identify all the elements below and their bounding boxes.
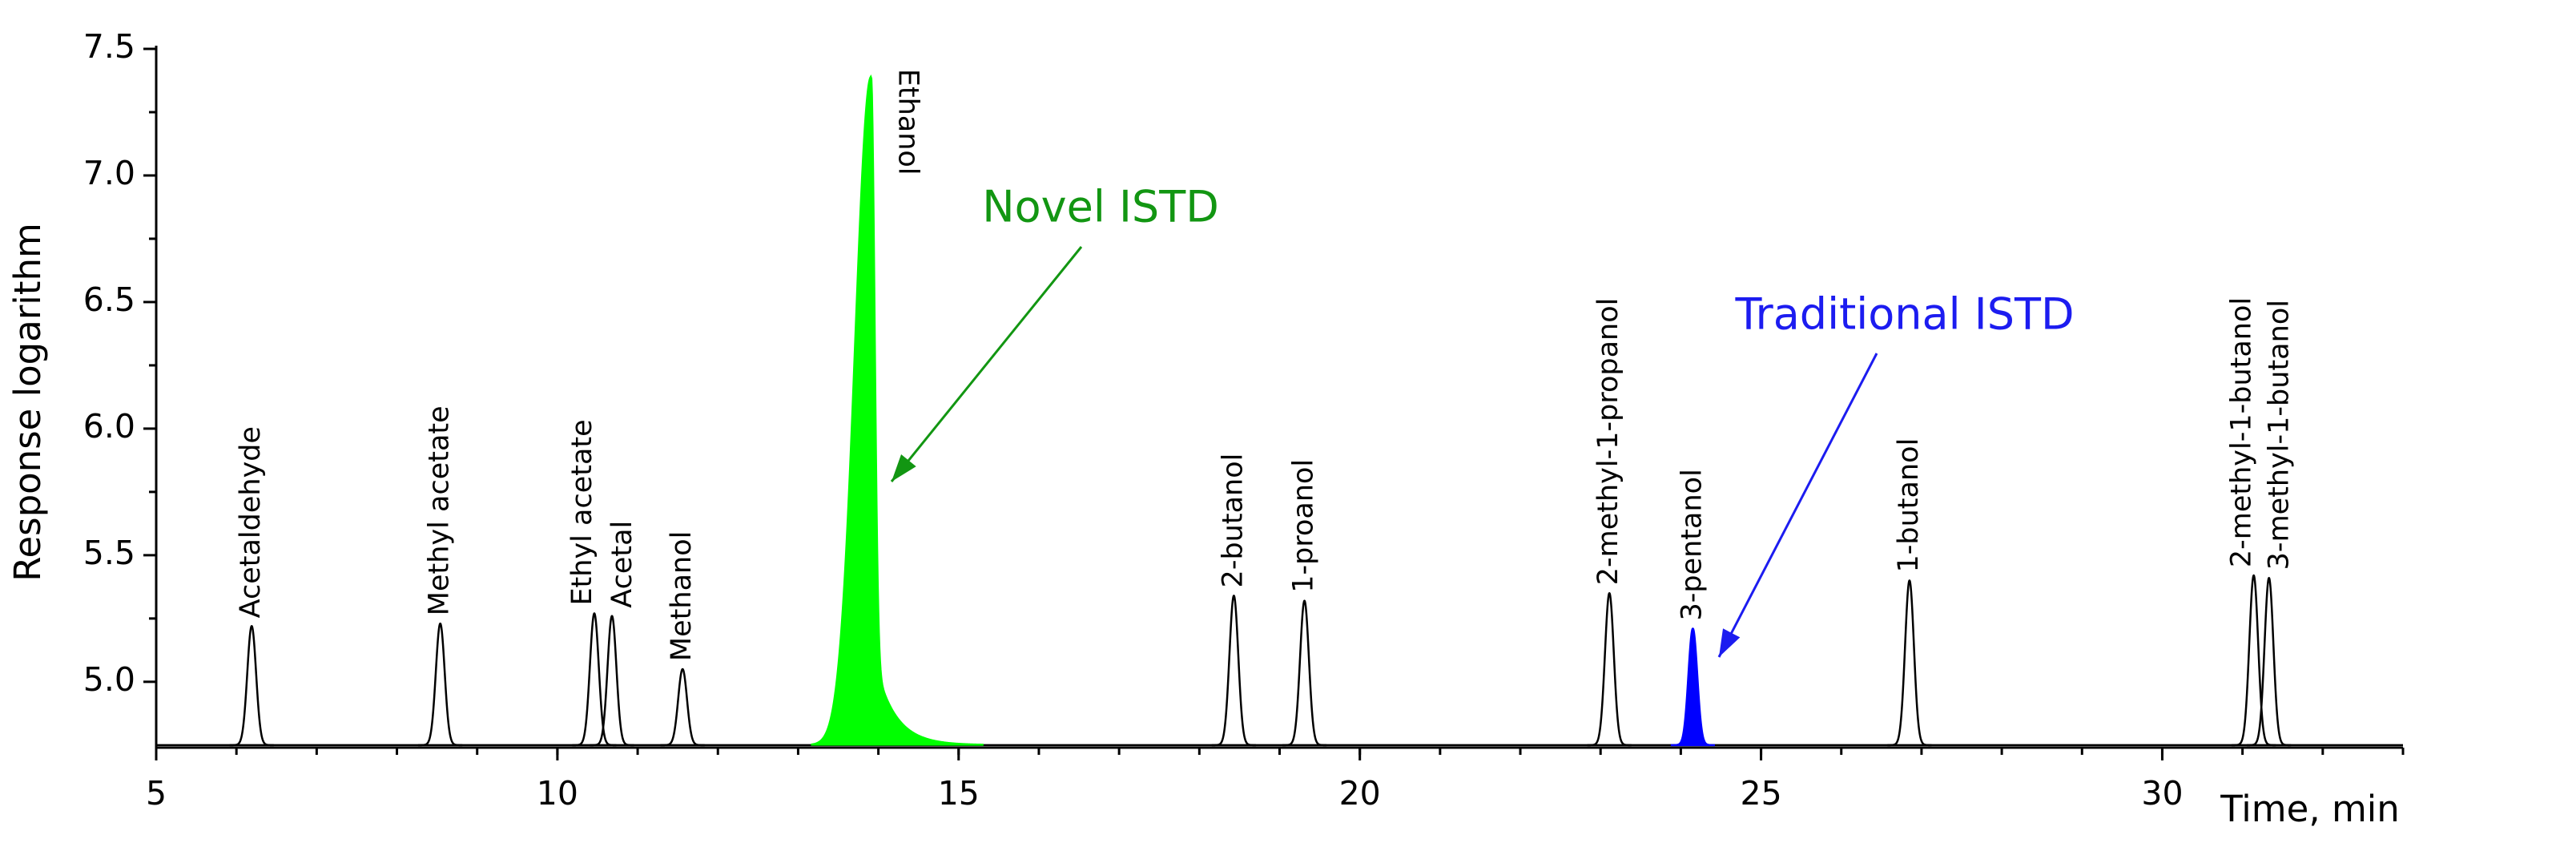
y-axis-title: Response logarithm [6, 223, 49, 582]
peak [418, 622, 463, 747]
peak-label: Ethanol [892, 69, 924, 175]
arrow-head [1719, 628, 1741, 657]
peak [1282, 599, 1327, 747]
y-tick-label: 6.5 [83, 280, 135, 319]
y-tick-label: 7.0 [83, 154, 135, 192]
peak [590, 615, 634, 747]
peak-label: 1-butanol [1893, 438, 1925, 573]
peak-label: 2-methyl-1-propanol [1592, 298, 1624, 586]
x-tick-label: 20 [1339, 774, 1381, 813]
peak [1887, 579, 1932, 747]
arrow-head [892, 454, 916, 482]
x-tick-label: 10 [537, 774, 578, 813]
peak [2232, 574, 2276, 747]
y-tick-label: 5.0 [83, 660, 135, 699]
peak-label: 3-methyl-1-butanol [2264, 300, 2296, 570]
x-tick-label: 30 [2141, 774, 2183, 813]
peak-label: 2-butanol [1217, 454, 1249, 588]
peak-label: 2-methyl-1-butanol [2226, 297, 2258, 567]
y-tick-label: 6.0 [83, 407, 135, 446]
annotation: Novel ISTD [982, 182, 1219, 232]
peak-label: 1-proanol [1288, 459, 1320, 593]
x-axis-title: Time, min [2220, 788, 2400, 830]
peak [2247, 576, 2292, 747]
annotation: Traditional ISTD [1734, 289, 2074, 340]
y-tick-label: 5.5 [83, 534, 135, 572]
peak [572, 612, 617, 747]
peak [811, 74, 984, 746]
annotation-arrow [1717, 353, 1878, 658]
x-tick-label: 5 [146, 774, 167, 813]
peak-label: 3-pentanol [1676, 469, 1708, 620]
annotation-arrow [890, 246, 1083, 482]
peak [1211, 594, 1256, 747]
peak-label: Methyl acetate [424, 405, 456, 615]
y-tick-label: 7.5 [83, 27, 135, 66]
peak-label: Acetaldehyde [235, 426, 267, 618]
peak [1587, 591, 1632, 747]
x-tick-label: 25 [1740, 774, 1781, 813]
peak-label: Ethyl acetate [566, 419, 598, 605]
x-tick-label: 15 [938, 774, 980, 813]
peak [1670, 627, 1715, 747]
peak [660, 667, 705, 747]
peak-label: Acetal [606, 521, 638, 608]
peak [229, 624, 274, 747]
peak-label: Methanol [666, 531, 698, 661]
